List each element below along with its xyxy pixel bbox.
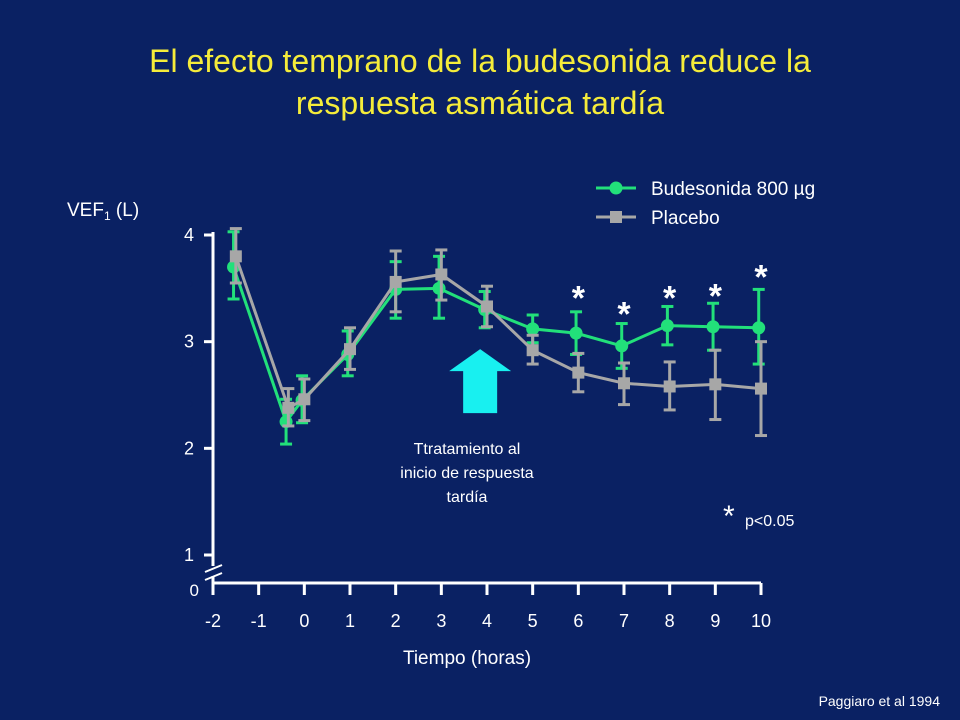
x-tick-label: 6 bbox=[573, 611, 583, 631]
y-break-label: 0 bbox=[190, 581, 199, 600]
annotations: * * * * * Ttratamiento al inicio de respuesta t… bbox=[400, 258, 794, 533]
data-point-budesonida bbox=[752, 321, 766, 335]
significance-note-star: * bbox=[723, 500, 735, 533]
axis-break-mark bbox=[204, 572, 223, 581]
significance-star: * bbox=[754, 258, 768, 296]
x-tick-label: 0 bbox=[299, 611, 309, 631]
data-point-placebo bbox=[526, 344, 539, 357]
y-tick-label: 3 bbox=[184, 332, 194, 352]
x-tick-label: -2 bbox=[205, 611, 221, 631]
data-point-budesonida bbox=[526, 322, 540, 336]
treatment-label-line: tardía bbox=[447, 489, 488, 506]
x-tick-label: 7 bbox=[619, 611, 629, 631]
significance-star: * bbox=[709, 278, 723, 316]
treatment-label-line: inicio de respuesta bbox=[400, 465, 534, 482]
x-tick-label: 5 bbox=[528, 611, 538, 631]
data-point-placebo bbox=[389, 275, 402, 288]
title-line-1: El efecto temprano de la budesonida redu… bbox=[149, 43, 811, 79]
title-line-2: respuesta asmática tardía bbox=[295, 85, 665, 121]
data-point-placebo bbox=[344, 343, 356, 356]
x-tick-label: -1 bbox=[251, 611, 267, 631]
x-tick-label: 10 bbox=[751, 611, 771, 631]
y-axis-label: VEF1 (L) bbox=[67, 200, 139, 223]
data-point-placebo bbox=[618, 377, 630, 390]
chart-marks bbox=[227, 227, 767, 446]
data-point-placebo bbox=[755, 382, 767, 395]
axes: 0 -2 -1 0 1 2 3 4 5 6 7 8 9 10 1 2 3 4 Tiempo (horas) VEF1 … bbox=[67, 200, 771, 669]
x-tick-label: 4 bbox=[482, 611, 492, 631]
legend-marker-square bbox=[610, 211, 622, 223]
chart-title: El efecto temprano de la budesonida redu… bbox=[0, 40, 960, 124]
significance-star: * bbox=[663, 280, 677, 318]
series-line-placebo bbox=[234, 255, 762, 410]
data-point-placebo bbox=[435, 268, 448, 281]
data-point-budesonida bbox=[660, 319, 674, 333]
x-tick-label: 2 bbox=[391, 611, 401, 631]
data-point-placebo bbox=[572, 366, 585, 379]
data-point-placebo bbox=[709, 378, 722, 391]
legend-marker-circle bbox=[609, 181, 623, 195]
y-tick-label: 4 bbox=[184, 225, 194, 245]
legend-label: Placebo bbox=[651, 208, 720, 229]
x-axis-label: Tiempo (horas) bbox=[403, 648, 531, 669]
y-tick-label: 1 bbox=[184, 545, 194, 565]
data-point-placebo bbox=[229, 250, 242, 263]
y-tick-label: 2 bbox=[184, 438, 194, 458]
data-point-placebo bbox=[282, 401, 295, 414]
data-point-budesonida bbox=[569, 326, 583, 340]
legend: Budesonida 800 µg Placebo bbox=[596, 179, 815, 229]
x-tick-label: 1 bbox=[345, 611, 355, 631]
data-point-budesonida bbox=[706, 320, 720, 334]
significance-star: * bbox=[617, 296, 631, 334]
treatment-arrow bbox=[449, 349, 512, 414]
data-point-budesonida bbox=[615, 339, 629, 353]
data-point-placebo bbox=[298, 393, 311, 406]
significance-star: * bbox=[572, 280, 586, 318]
treatment-label-line: Ttratamiento al bbox=[414, 441, 521, 458]
data-point-placebo bbox=[481, 300, 493, 313]
legend-label: Budesonida 800 µg bbox=[651, 179, 815, 200]
x-tick-label: 9 bbox=[710, 611, 720, 631]
data-point-budesonida bbox=[432, 281, 446, 295]
axis-break-mark bbox=[204, 564, 223, 573]
significance-note-text: p<0.05 bbox=[745, 513, 794, 530]
x-tick-label: 8 bbox=[665, 611, 675, 631]
x-tick-label: 3 bbox=[436, 611, 446, 631]
citation: Paggiaro et al 1994 bbox=[819, 693, 941, 709]
data-point-placebo bbox=[663, 380, 676, 393]
